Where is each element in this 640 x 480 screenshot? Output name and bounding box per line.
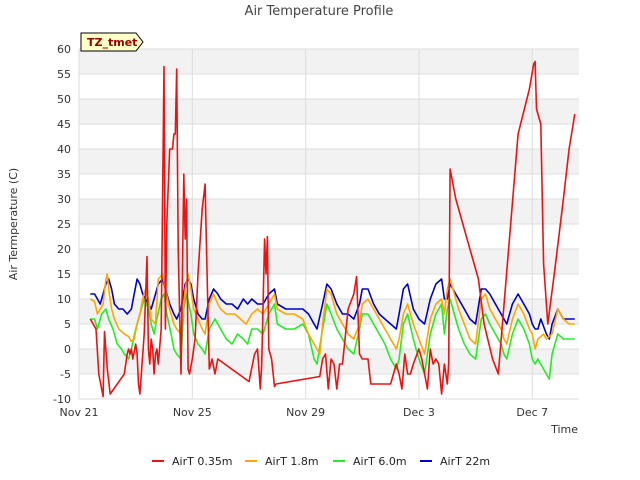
legend-label: AirT 22m bbox=[440, 455, 490, 468]
legend: AirT 0.35m AirT 1.8m AirT 6.0m AirT 22m bbox=[152, 455, 490, 468]
y-tick-label: 15 bbox=[57, 268, 71, 281]
y-tick-label: 10 bbox=[57, 293, 71, 306]
y-tick-label: 55 bbox=[57, 68, 71, 81]
legend-label: AirT 0.35m bbox=[172, 455, 233, 468]
plot-band bbox=[79, 224, 579, 249]
site-tag: TZ_tmet bbox=[80, 32, 144, 52]
y-tick-label: -5 bbox=[60, 368, 71, 381]
plot-band bbox=[79, 124, 579, 149]
y-tick-label: 40 bbox=[57, 143, 71, 156]
y-tick-label: 5 bbox=[64, 318, 71, 331]
x-tick-label: Dec 3 bbox=[403, 406, 435, 419]
site-tag-label: TZ_tmet bbox=[87, 36, 137, 49]
plot-band bbox=[79, 74, 579, 99]
series-lines bbox=[89, 60, 576, 398]
x-tick-label: Nov 29 bbox=[286, 406, 325, 419]
plot-band bbox=[79, 349, 579, 374]
y-tick-label: 25 bbox=[57, 218, 71, 231]
y-tick-label: 0 bbox=[64, 343, 71, 356]
x-axis-ticks: Nov 21 Nov 25 Nov 29 Dec 3 Dec 7 bbox=[60, 406, 549, 419]
y-tick-label: 30 bbox=[57, 193, 71, 206]
plot-band bbox=[79, 324, 579, 349]
y-tick-label: -10 bbox=[53, 393, 71, 406]
series-line bbox=[89, 60, 576, 398]
legend-label: AirT 1.8m bbox=[265, 455, 319, 468]
grid-lines bbox=[78, 48, 579, 400]
y-tick-label: 60 bbox=[57, 43, 71, 56]
y-axis-title: Air Termperature (C) bbox=[7, 168, 20, 280]
plot-band bbox=[79, 249, 579, 274]
plot-band bbox=[79, 49, 579, 74]
y-axis-ticks: -10 -5 0 5 10 15 20 25 30 35 40 45 50 55 60 bbox=[53, 43, 71, 406]
x-tick-label: Nov 21 bbox=[60, 406, 99, 419]
chart-title: Air Temperature Profile bbox=[245, 4, 394, 19]
y-tick-label: 45 bbox=[57, 118, 71, 131]
y-tick-label: 20 bbox=[57, 243, 71, 256]
plot-band bbox=[79, 99, 579, 124]
plot-band bbox=[79, 199, 579, 224]
y-tick-label: 35 bbox=[57, 168, 71, 181]
x-axis-title: Time bbox=[550, 423, 578, 436]
x-tick-label: Dec 7 bbox=[516, 406, 548, 419]
plot-band bbox=[79, 149, 579, 174]
x-tick-label: Nov 25 bbox=[173, 406, 212, 419]
plot-band bbox=[79, 174, 579, 199]
legend-label: AirT 6.0m bbox=[353, 455, 407, 468]
y-tick-label: 50 bbox=[57, 93, 71, 106]
